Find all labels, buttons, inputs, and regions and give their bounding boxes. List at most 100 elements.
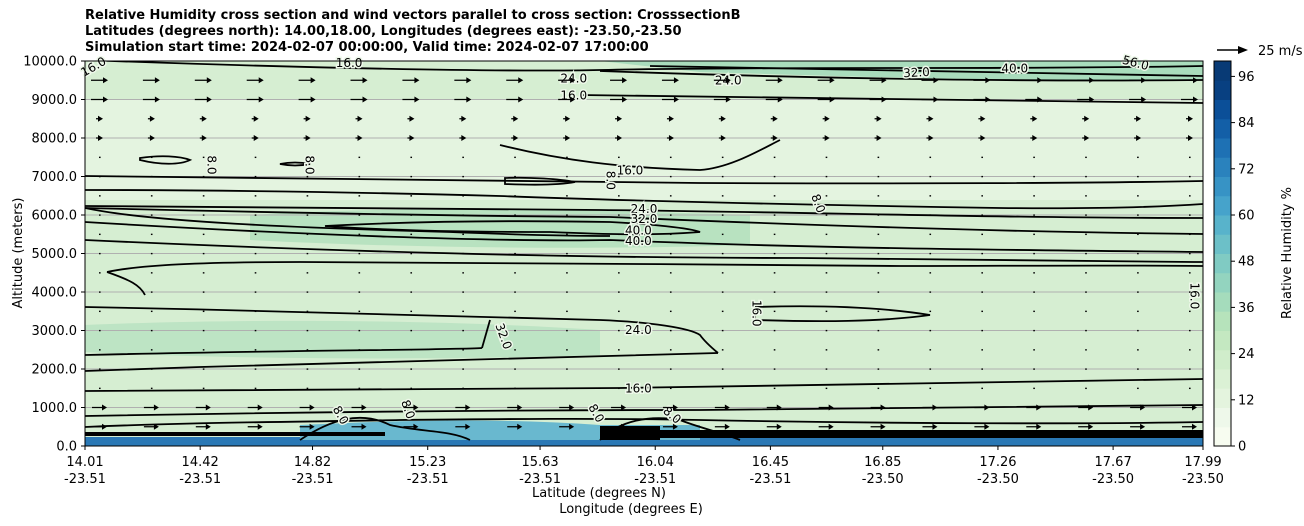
wind-vector <box>254 214 257 216</box>
wind-vector <box>1033 156 1035 159</box>
wind-vector <box>818 423 834 430</box>
title-line-2: Latitudes (degrees north): 14.00,18.00, … <box>85 24 682 39</box>
wind-vector <box>1137 195 1139 197</box>
wind-vector <box>973 77 991 84</box>
contour-line <box>299 416 471 441</box>
colorbar-segment <box>1214 215 1231 235</box>
wind-vector <box>1025 96 1043 103</box>
x-axis-label-latitude: Latitude (degrees N) <box>532 486 666 501</box>
wind-vector <box>195 404 211 411</box>
quiver-key-arrowhead <box>1238 46 1248 54</box>
rh-band-upper-light <box>85 100 1203 200</box>
wind-vector <box>1085 329 1087 332</box>
wind-vector <box>202 387 205 390</box>
wind-vector <box>618 368 620 370</box>
wind-vector <box>611 423 627 430</box>
wind-vector <box>254 368 257 370</box>
x-tick-label-lon: -23.50 <box>1182 472 1224 487</box>
wind-vector <box>566 272 568 274</box>
wind-vector <box>662 404 678 411</box>
wind-vector <box>254 233 257 236</box>
wind-vector <box>773 175 776 178</box>
contour-line <box>106 261 1203 273</box>
x-tick-label-lat: 14.42 <box>182 455 219 470</box>
wind-vector <box>877 233 880 236</box>
wind-vector <box>929 349 932 351</box>
x-tick-label-lon: -23.50 <box>862 472 904 487</box>
wind-vector <box>1030 115 1038 122</box>
wind-vector <box>143 423 159 430</box>
wind-vector <box>358 195 361 197</box>
wind-vector <box>254 349 257 351</box>
wind-vector <box>770 135 778 141</box>
x-tick-label-lon: -23.50 <box>1092 472 1134 487</box>
wind-vector <box>358 252 361 255</box>
colorbar-tick-label: 12 <box>1238 393 1255 408</box>
wind-vector <box>402 96 420 103</box>
quiver-key: 25 m/s <box>1217 44 1303 59</box>
contour-line <box>106 271 146 296</box>
colorbar-segment <box>1214 157 1231 177</box>
wind-vector <box>1085 252 1087 255</box>
wind-vector <box>202 272 205 274</box>
wind-vector <box>1137 272 1139 274</box>
wind-vector <box>410 252 413 255</box>
wind-vector <box>251 115 259 122</box>
y-tick-label: 0.0 <box>56 440 77 455</box>
y-tick-label: 7000.0 <box>32 170 78 185</box>
contour-label: 16.0 <box>749 300 763 327</box>
wind-vector <box>514 156 516 159</box>
wind-vector <box>410 387 413 390</box>
wind-vector <box>773 195 776 197</box>
wind-vector <box>150 291 153 293</box>
wind-vector <box>618 214 620 216</box>
wind-vector <box>822 135 830 141</box>
contour-line <box>85 352 719 372</box>
contour-line <box>504 176 576 186</box>
colorbar-segment <box>1214 369 1231 389</box>
colorbar-segment <box>1214 349 1231 370</box>
wind-vector <box>1186 135 1193 141</box>
wind-vector <box>981 214 983 216</box>
wind-vector <box>1033 214 1035 216</box>
wind-vector <box>559 423 575 430</box>
wind-vector <box>99 368 101 370</box>
contour-line <box>85 239 1203 263</box>
x-tick-label-lat: 16.85 <box>864 455 901 470</box>
wind-vector <box>978 115 986 122</box>
wind-vector <box>462 291 464 293</box>
wind-vector <box>410 329 413 332</box>
wind-vector <box>721 272 724 274</box>
wind-vector <box>618 272 620 274</box>
y-tick-label: 1000.0 <box>32 401 78 416</box>
wind-vector <box>1189 272 1191 274</box>
wind-vector <box>1085 387 1087 390</box>
wind-vector <box>410 233 413 236</box>
wind-vector <box>877 156 880 159</box>
wind-vector <box>922 423 938 430</box>
wind-vector <box>825 349 828 351</box>
wind-vector <box>929 214 932 216</box>
wind-vector <box>721 387 724 390</box>
quiver-key-label: 25 m/s <box>1258 44 1303 59</box>
wind-vector <box>1189 233 1191 236</box>
wind-vector <box>773 252 776 255</box>
wind-vector <box>99 252 101 255</box>
contour-label: 24.0 <box>625 323 652 337</box>
wind-vector <box>358 156 361 159</box>
wind-vector <box>99 387 101 390</box>
wind-vector <box>402 77 420 84</box>
wind-vector <box>615 115 623 122</box>
wind-vector <box>1026 423 1042 430</box>
wind-vector <box>254 272 257 274</box>
wind-vector <box>926 135 934 141</box>
wind-vector <box>150 214 153 216</box>
wind-vector <box>669 272 672 274</box>
wind-vector <box>1077 96 1095 103</box>
wind-vector <box>610 77 628 84</box>
wind-vector <box>96 135 103 141</box>
wind-vector <box>202 252 205 255</box>
wind-vector <box>981 291 983 293</box>
wind-vector <box>669 156 672 159</box>
wind-vector <box>1025 77 1043 84</box>
